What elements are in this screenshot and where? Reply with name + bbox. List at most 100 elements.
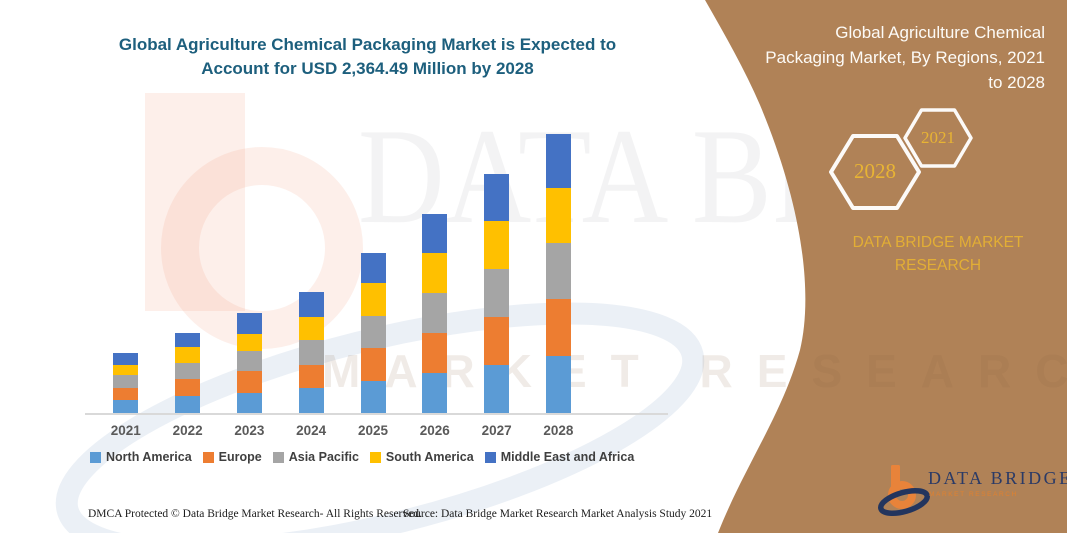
bar-segment	[236, 313, 262, 334]
bar-segment	[545, 188, 571, 243]
bar-segment	[422, 214, 448, 253]
bar-segment	[545, 243, 571, 299]
chart-title-line1: Global Agriculture Chemical Packaging Ma…	[118, 35, 617, 54]
logo-tagline-text: MARKET RESEARCH	[929, 491, 1018, 498]
stacked-bar-2022	[175, 333, 201, 413]
hexagon-2021-label: 2021	[921, 128, 955, 147]
legend-item: South America	[369, 450, 474, 464]
stacked-bar-2027	[484, 174, 510, 413]
bar-segment	[113, 375, 139, 388]
logo-name-text: DATA BRIDGE	[928, 468, 1067, 488]
legend-item: Asia Pacific	[272, 450, 359, 464]
bar-segment	[484, 221, 510, 269]
chart-legend: North America Europe Asia Pacific South Ame…	[90, 450, 680, 464]
legend-label: Middle East and Africa	[500, 450, 635, 464]
legend-swatch-icon	[369, 451, 381, 463]
bar-segment	[175, 379, 201, 396]
x-axis-label: 2021	[110, 423, 141, 438]
x-axis-label: 2022	[172, 423, 203, 438]
sidebar-title-line3: to 2028	[988, 73, 1045, 92]
sidebar-brown-panel	[705, 0, 1067, 533]
hexagon-2028-outline	[829, 134, 921, 210]
bar-segment	[545, 134, 571, 188]
plot-area	[85, 120, 668, 415]
sidebar-title: Global Agriculture Chemical Packaging Ma…	[715, 20, 1045, 95]
legend-swatch-icon	[90, 451, 101, 463]
bar-segment	[298, 292, 324, 317]
bar-segment	[113, 400, 139, 413]
company-logo: DATA BRIDGE MARKET RESEARCH	[878, 460, 1067, 522]
footer-source-text: Source: Data Bridge Market Research Mark…	[403, 508, 713, 520]
bar-segment	[484, 365, 510, 413]
stacked-bar-2025	[360, 253, 386, 413]
stacked-bar-2028	[545, 134, 571, 413]
sidebar-title-line2: Packaging Market, By Regions, 2021	[765, 48, 1045, 67]
bar-segment	[360, 381, 386, 413]
bar-segment	[360, 283, 386, 316]
stacked-bar-2024	[298, 292, 324, 413]
bar-segment	[422, 253, 448, 293]
stacked-bar-2021	[113, 353, 139, 413]
bar-segment	[360, 253, 386, 283]
x-axis-label: 2028	[543, 423, 574, 438]
bar-segment	[422, 293, 448, 333]
hexagon-2028-label: 2028	[854, 159, 896, 183]
x-axis-label: 2023	[234, 423, 265, 438]
watermark-b-bowl	[161, 147, 363, 349]
bar-segment	[113, 388, 139, 400]
bar-segment	[236, 334, 262, 351]
bar-segment	[236, 371, 262, 393]
bar-segment	[236, 351, 262, 371]
bar-segment	[298, 388, 324, 413]
bar-segment	[175, 396, 201, 413]
sidebar-title-line1: Global Agriculture Chemical	[835, 23, 1045, 42]
bar-segment	[545, 299, 571, 356]
x-axis-labels: 2021 2022 2023 2024 2025 2026 2027 2028	[85, 423, 668, 441]
bar-segment	[298, 317, 324, 340]
chart-title-line2: Account for USD 2,364.49 Million by 2028	[201, 59, 534, 78]
bar-segment	[113, 353, 139, 365]
watermark-swoosh	[55, 302, 705, 533]
bar-segment	[484, 269, 510, 317]
legend-item: Middle East and Africa	[484, 450, 635, 464]
chart-title: Global Agriculture Chemical Packaging Ma…	[55, 33, 680, 81]
legend-label: Asia Pacific	[288, 450, 359, 464]
bar-segment	[175, 347, 201, 363]
bar-segment	[422, 373, 448, 413]
watermark-b-stem	[145, 93, 245, 311]
x-axis-label: 2025	[357, 423, 389, 438]
legend-swatch-icon	[484, 451, 496, 463]
bar-segment	[298, 365, 324, 388]
bar-segment	[298, 340, 324, 365]
bar-segment	[360, 348, 386, 381]
bar-segment	[422, 333, 448, 373]
bar-segment	[545, 356, 571, 413]
bar-segment	[236, 393, 262, 413]
bar-segment	[175, 333, 201, 347]
bar-segment	[360, 316, 386, 348]
legend-swatch-icon	[202, 451, 214, 463]
data-bridge-logo-icon	[878, 465, 930, 517]
legend-label: South America	[385, 450, 474, 464]
legend-item: North America	[90, 450, 192, 464]
legend-swatch-icon	[272, 451, 284, 463]
x-axis-label: 2026	[419, 423, 450, 438]
legend-label: North America	[106, 450, 192, 464]
stacked-bar-2026	[422, 214, 448, 413]
x-axis-label: 2024	[296, 423, 327, 438]
x-axis-line	[85, 413, 668, 415]
legend-item: Europe	[202, 450, 262, 464]
sidebar-brand-text: DATA BRIDGE MARKET RESEARCH	[852, 234, 1024, 274]
footer-dmca-text: DMCA Protected © Data Bridge Market Rese…	[88, 508, 422, 520]
hexagon-2021-outline	[903, 108, 973, 168]
bar-segment	[113, 365, 139, 375]
bar-segment	[175, 363, 201, 379]
x-axis-label: 2027	[481, 423, 512, 438]
bar-segment	[484, 317, 510, 365]
stacked-bar-2023	[236, 313, 262, 413]
legend-label: Europe	[218, 450, 262, 464]
bar-segment	[484, 174, 510, 221]
